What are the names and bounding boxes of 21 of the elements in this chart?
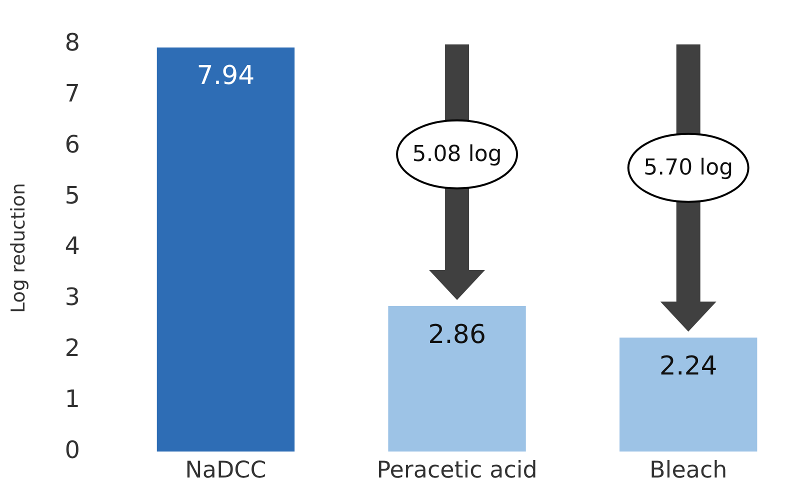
data-label: 2.86 <box>428 320 486 350</box>
data-label: 2.24 <box>659 351 718 382</box>
y-tick-label: 0 <box>64 436 80 464</box>
x-tick-label: NaDCC <box>185 457 266 484</box>
bar <box>156 47 295 452</box>
y-tick-label: 4 <box>64 232 80 260</box>
y-tick-label: 5 <box>64 181 80 210</box>
y-axis-title: Log reduction <box>7 182 30 314</box>
y-tick-label: 3 <box>64 283 80 312</box>
annotation: 5.08 log <box>412 142 502 167</box>
y-tick-label: 1 <box>64 384 80 413</box>
bar <box>388 306 526 452</box>
y-tick-label: 7 <box>64 80 80 108</box>
x-tick-label: Peracetic acid <box>376 457 538 484</box>
bar <box>620 338 758 452</box>
y-tick-label: 6 <box>64 130 80 158</box>
y-tick-label: 2 <box>64 334 80 362</box>
data-label: 7.94 <box>196 61 255 92</box>
annotation: 5.70 log <box>644 155 734 180</box>
x-tick-label: Bleach <box>650 457 728 484</box>
y-tick-label: 8 <box>64 28 80 57</box>
